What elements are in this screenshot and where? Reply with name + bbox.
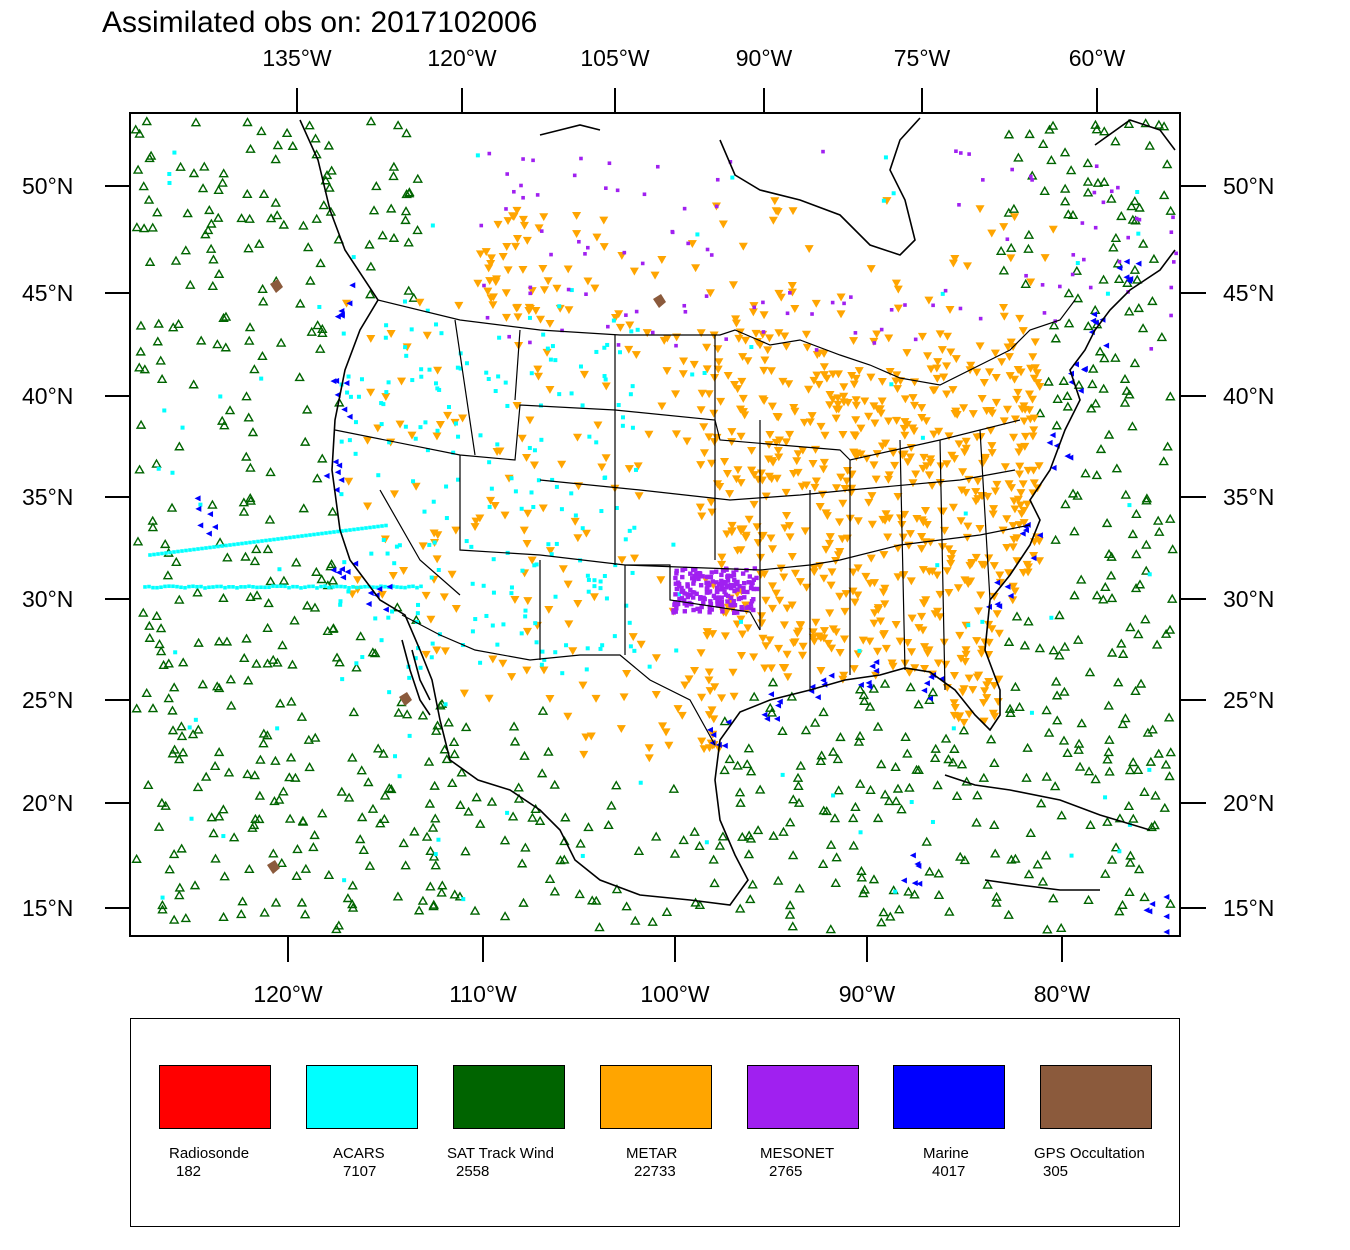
- legend-count: 182: [176, 1163, 202, 1180]
- coastlines: [299, 117, 1176, 906]
- legend-swatch: [306, 1065, 418, 1129]
- bottom-lon-label: 100°W: [640, 981, 710, 1007]
- lat-axes: 50°N 45°N 40°N 35°N 30°N 25°N 20°N 15°N …: [22, 173, 1274, 921]
- lat-label-left: 50°N: [22, 173, 73, 199]
- top-axis: 135°W 120°W 105°W 90°W 75°W 60°W: [262, 45, 1126, 113]
- lat-label-right: 35°N: [1223, 484, 1274, 510]
- legend-label: Radiosonde: [169, 1145, 250, 1162]
- legend-label: MESONET: [760, 1145, 835, 1162]
- legend-count: 2765: [769, 1163, 803, 1180]
- legend-swatch: [1040, 1065, 1152, 1129]
- map-title: Assimilated obs on: 2017102006: [102, 6, 537, 39]
- legend-swatch: [893, 1065, 1005, 1129]
- lat-label-left: 40°N: [22, 383, 73, 409]
- legend-count: 2558: [456, 1163, 490, 1180]
- observation-map: Assimilated obs on: 2017102006 135°W 120…: [22, 6, 1274, 1007]
- legend-item-sat-track-wind: SAT Track Wind 2558: [447, 1065, 565, 1180]
- legend-swatch: [600, 1065, 712, 1129]
- lat-label-left: 35°N: [22, 484, 73, 510]
- top-lon-label: 75°W: [894, 45, 951, 71]
- legend-label: GPS Occultation: [1034, 1145, 1145, 1162]
- legend-item-mesonet: MESONET 2765: [747, 1065, 859, 1180]
- legend-item-marine: Marine 4017: [893, 1065, 1005, 1180]
- lat-label-right: 25°N: [1223, 687, 1274, 713]
- legend-item-metar: METAR 22733: [600, 1065, 712, 1180]
- lat-label-right: 15°N: [1223, 895, 1274, 921]
- legend-item-gps-occultation: GPS Occultation 305: [1034, 1065, 1152, 1180]
- legend-swatch: [453, 1065, 565, 1129]
- legend-label: ACARS: [333, 1145, 385, 1162]
- legend-item-acars: ACARS 7107: [306, 1065, 418, 1180]
- lat-label-left: 20°N: [22, 790, 73, 816]
- bottom-lon-label: 80°W: [1034, 981, 1091, 1007]
- legend-swatch: [159, 1065, 271, 1129]
- lat-label-right: 30°N: [1223, 586, 1274, 612]
- map-area: [130, 116, 1178, 935]
- top-lon-label: 90°W: [736, 45, 793, 71]
- bottom-lon-label: 90°W: [839, 981, 896, 1007]
- lat-label-left: 25°N: [22, 687, 73, 713]
- country-state-borders: [334, 299, 1076, 746]
- legend-label: SAT Track Wind: [447, 1145, 554, 1162]
- bottom-axis: 120°W 110°W 100°W 90°W 80°W: [253, 936, 1091, 1007]
- top-lon-label: 105°W: [580, 45, 650, 71]
- top-lon-label: 60°W: [1069, 45, 1126, 71]
- legend-count: 7107: [343, 1163, 377, 1180]
- legend-label: METAR: [626, 1145, 678, 1162]
- bottom-lon-label: 120°W: [253, 981, 323, 1007]
- bottom-lon-label: 110°W: [449, 981, 517, 1007]
- lat-label-right: 45°N: [1223, 280, 1274, 306]
- top-lon-label: 120°W: [427, 45, 497, 71]
- lat-label-right: 20°N: [1223, 790, 1274, 816]
- lat-label-left: 45°N: [22, 280, 73, 306]
- lat-label-left: 30°N: [22, 586, 73, 612]
- map-frame: [129, 112, 1181, 937]
- legend-count: 305: [1043, 1163, 1069, 1180]
- top-lon-label: 135°W: [262, 45, 332, 71]
- legend-label: Marine: [923, 1145, 969, 1162]
- legend-swatch: [747, 1065, 859, 1129]
- lat-label-left: 15°N: [22, 895, 73, 921]
- legend: Radiosonde 182 ACARS 7107 SAT Track Wind…: [130, 1018, 1180, 1227]
- legend-count: 22733: [634, 1163, 676, 1180]
- lat-label-right: 40°N: [1223, 383, 1274, 409]
- legend-count: 4017: [932, 1163, 966, 1180]
- lat-label-right: 50°N: [1223, 173, 1274, 199]
- legend-item-radiosonde: Radiosonde 182: [159, 1065, 271, 1180]
